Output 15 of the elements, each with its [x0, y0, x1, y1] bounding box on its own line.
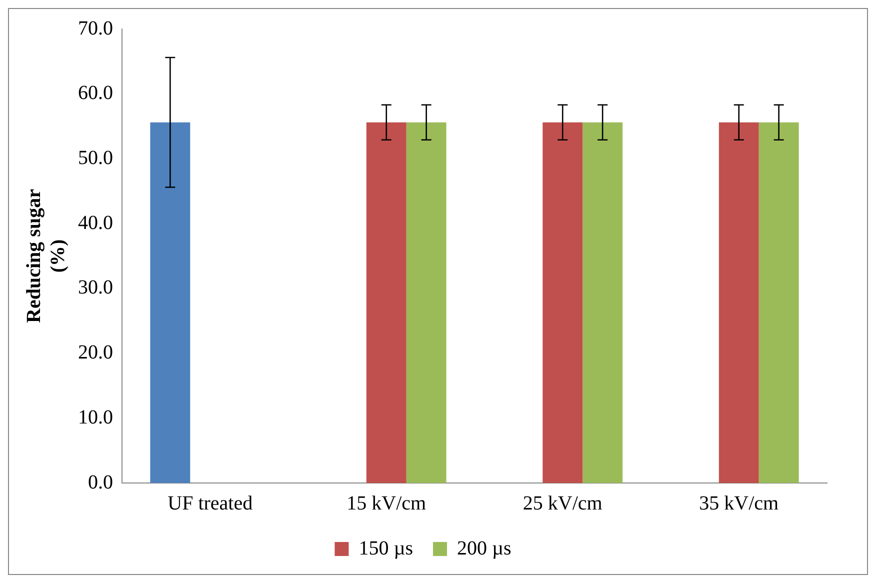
- y-tick-label: 10.0: [78, 406, 113, 428]
- legend-label: 150 µs: [358, 537, 414, 560]
- x-tick-label: 25 kV/cm: [522, 492, 603, 514]
- y-tick-label: 50.0: [78, 146, 113, 169]
- y-tick-label: 40.0: [78, 212, 113, 234]
- x-tick-label: 15 kV/cm: [346, 492, 427, 514]
- y-axis-title: Reducing sugar (%): [23, 188, 70, 323]
- y-tick-label: 60.0: [78, 82, 113, 104]
- x-tick-label: UF treated: [168, 492, 253, 514]
- y-tick-label: 20.0: [78, 342, 113, 364]
- y-tick-label: 70.0: [78, 17, 113, 40]
- legend-label: 200 µs: [457, 537, 512, 560]
- y-tick-label: 0.0: [88, 471, 113, 494]
- y-tick-label: 30.0: [78, 276, 113, 299]
- x-tick-label: 35 kV/cm: [699, 492, 780, 514]
